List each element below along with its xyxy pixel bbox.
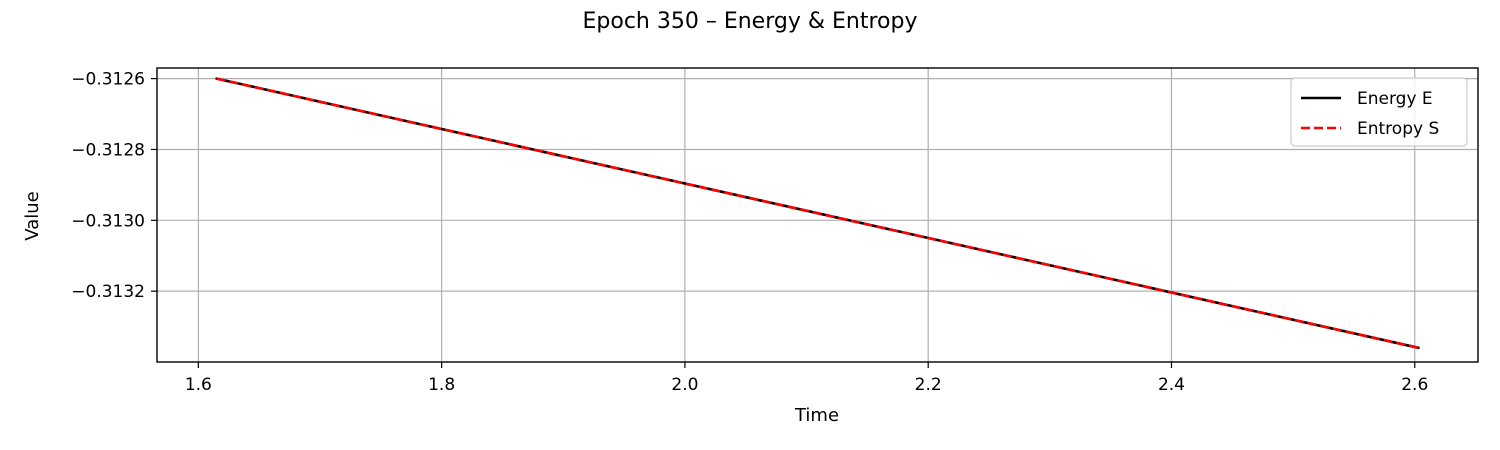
y-tick-label: −0.3132 [71,282,145,302]
x-tick-label: 2.0 [671,375,698,395]
y-tick-label: −0.3126 [71,70,145,90]
series-lines [215,77,1420,350]
x-tick-label: 2.2 [915,375,942,395]
plot-frame [156,67,1479,363]
x-tick-label: 1.8 [428,375,455,395]
y-axis: −0.3126 −0.3128 −0.3130 −0.3132 [71,70,157,302]
y-tick-label: −0.3128 [71,140,145,160]
x-tick-label: 2.4 [1158,375,1185,395]
legend: Energy E Entropy S [1290,77,1468,147]
legend-label: Entropy S [1357,119,1439,139]
x-tick-label: 1.6 [185,375,212,395]
chart-title: Epoch 350 – Energy & Entropy [583,9,918,34]
y-tick-label: −0.3130 [71,211,145,231]
y-axis-label: Value [22,191,43,240]
x-tick-label: 2.6 [1401,375,1428,395]
series-line-entropy [216,77,1419,350]
x-axis-label: Time [794,405,839,426]
legend-label: Energy E [1357,89,1433,109]
x-axis: 1.6 1.8 2.0 2.2 2.4 2.6 [185,362,1428,395]
